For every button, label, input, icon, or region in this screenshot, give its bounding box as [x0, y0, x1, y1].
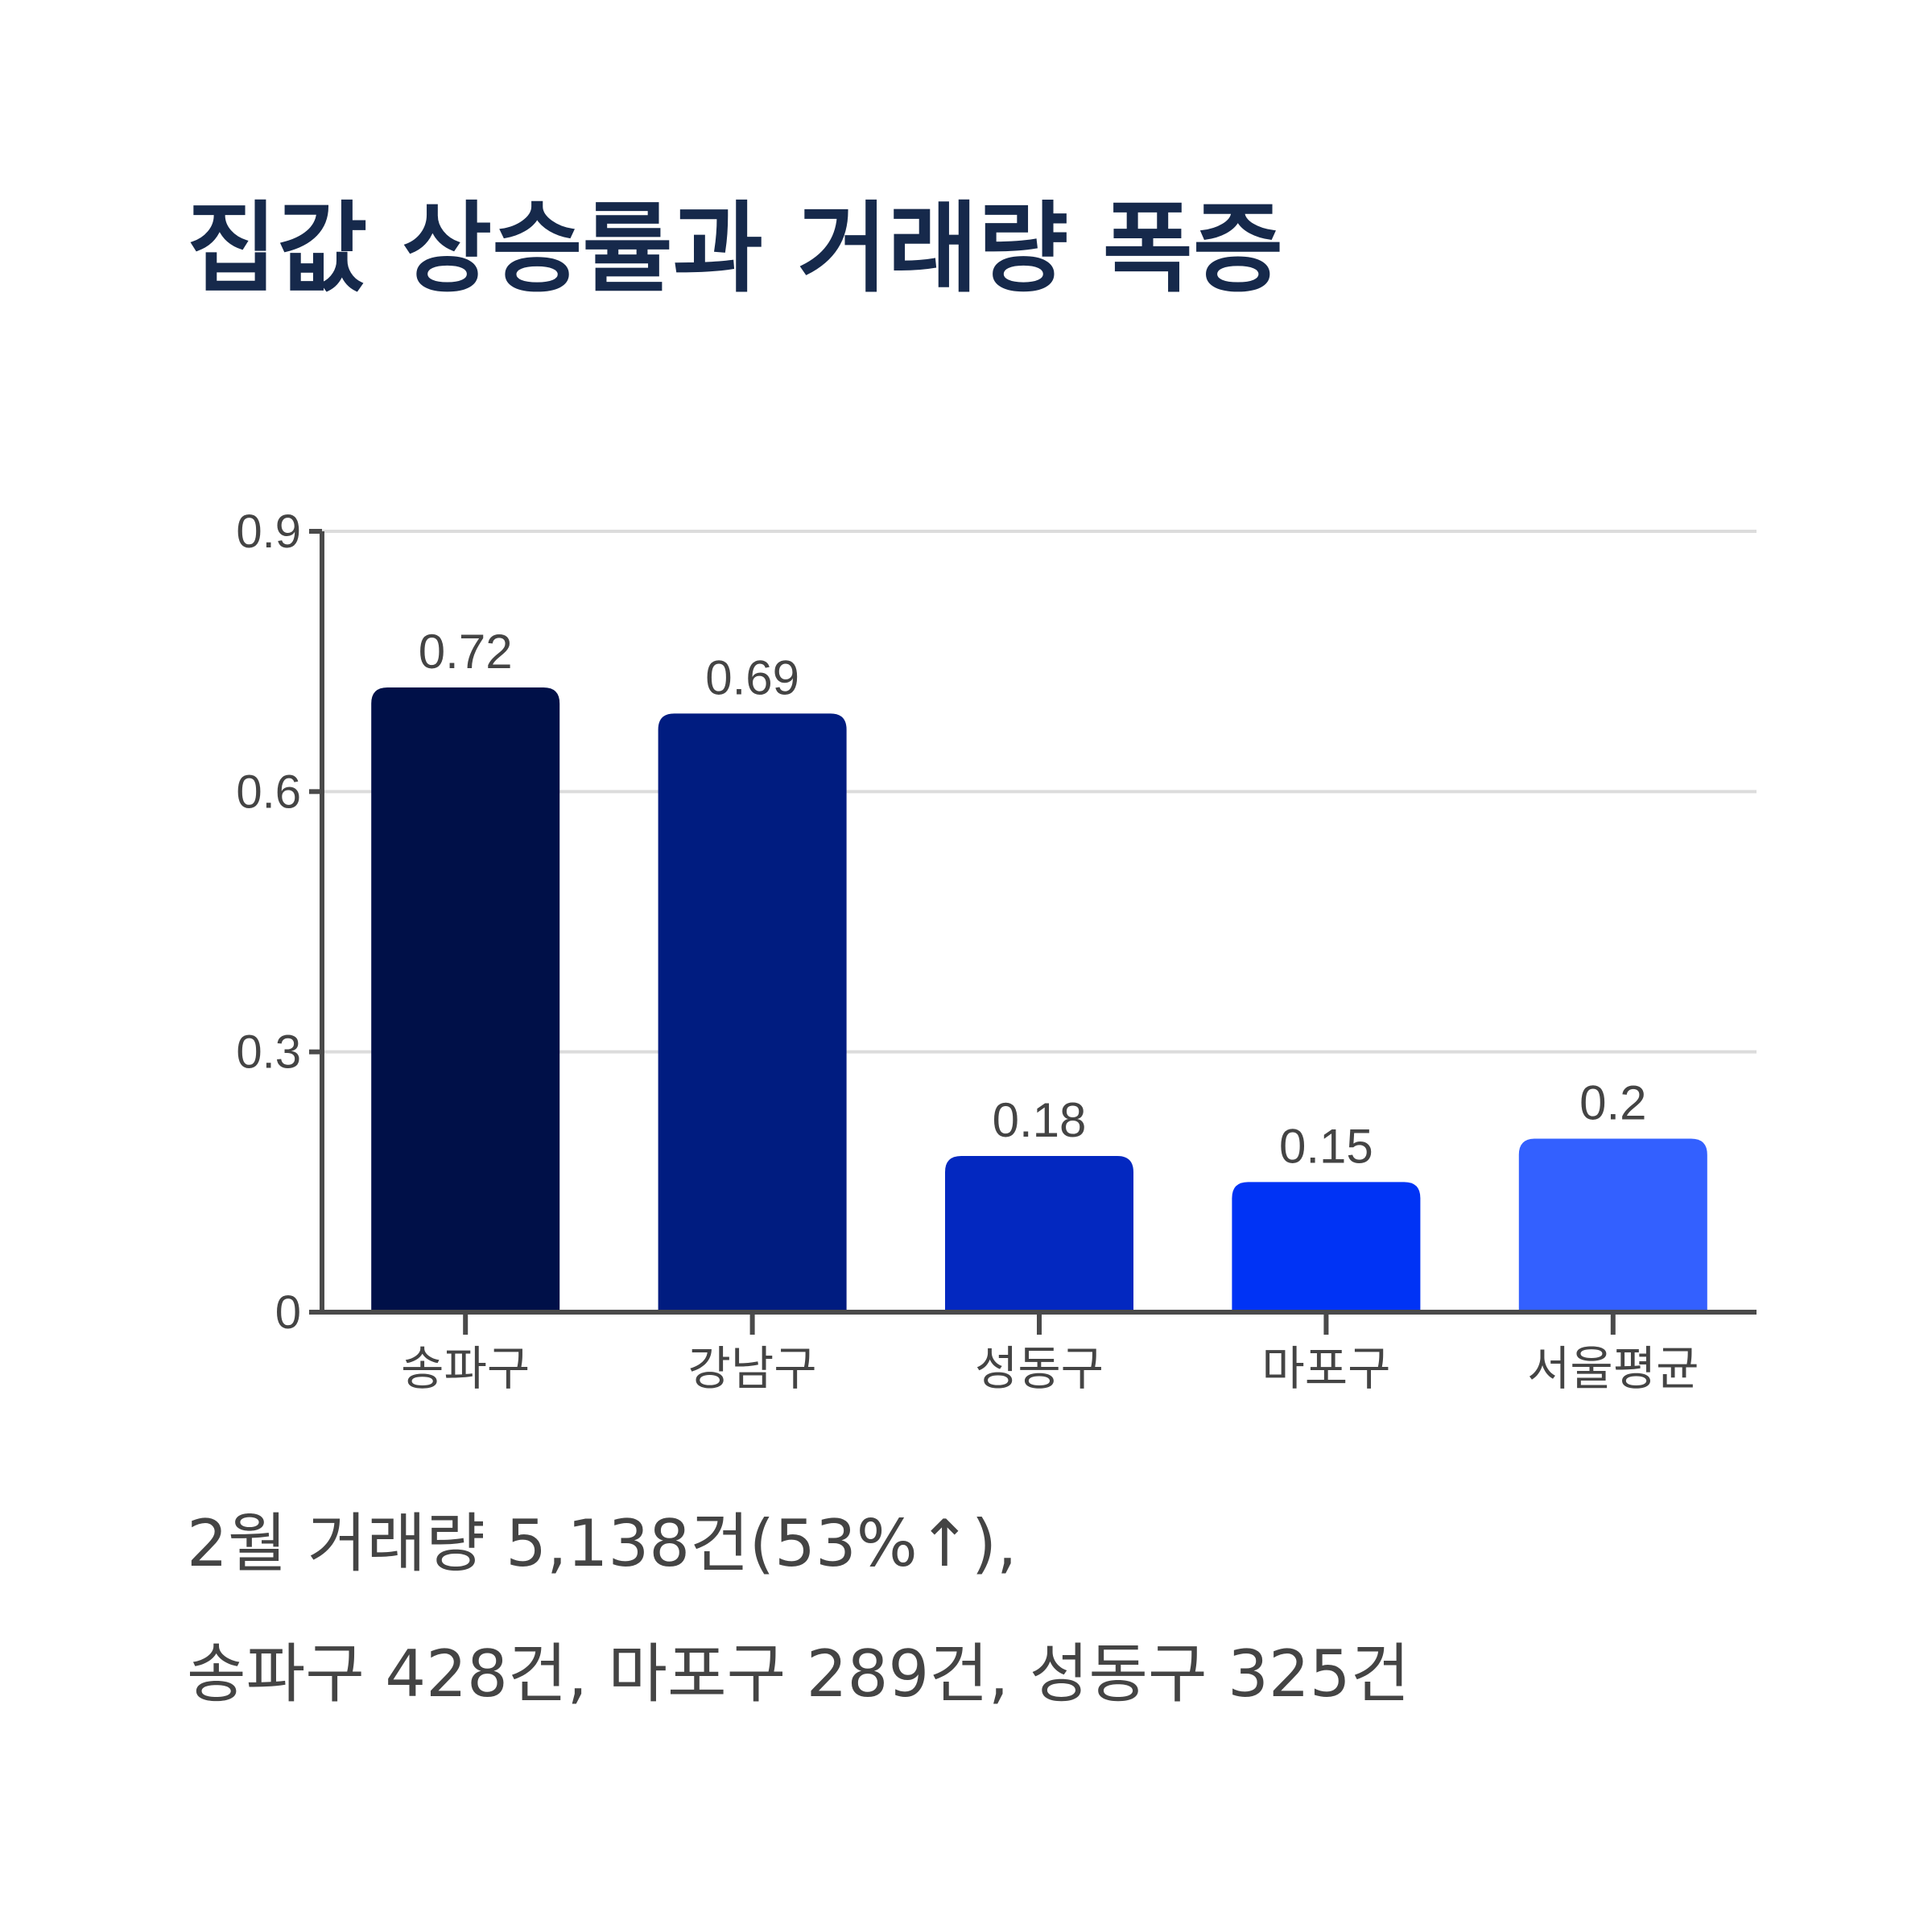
- bar-5: [1518, 1138, 1707, 1312]
- bar-3: [945, 1156, 1133, 1312]
- gridlines: [322, 530, 1757, 1054]
- data-label: 0.72: [419, 625, 513, 679]
- data-label: 0.18: [993, 1093, 1087, 1147]
- bar-4: [1232, 1182, 1421, 1312]
- data-label: 0.2: [1579, 1075, 1646, 1129]
- bars: [371, 687, 1707, 1312]
- axes: [309, 529, 1757, 1335]
- y-tick-label: 0.3: [236, 1026, 301, 1079]
- bar-2: [658, 713, 847, 1312]
- x-tick-label: 강남구: [688, 1341, 817, 1396]
- caption-line-1: 2월 거래량 5,138건(53%↑),: [187, 1506, 1018, 1581]
- caption-line-2: 송파구 428건, 마포구 289건, 성동구 325건: [187, 1637, 1410, 1711]
- y-tick-label: 0.9: [236, 506, 301, 558]
- x-tick-label: 마포구: [1261, 1341, 1390, 1396]
- x-tick-label: 송파구: [401, 1341, 530, 1396]
- data-label: 0.15: [1279, 1119, 1373, 1173]
- labels: 0 0.3 0.6 0.9 0.72 송파구 0.69 강남구 0.18 성동구 0.15 마포구 0.…: [236, 506, 1699, 1396]
- y-tick-label: 0: [275, 1286, 301, 1339]
- chart-title: 집값 상승률과 거래량 폭증: [187, 192, 1284, 306]
- x-tick-label: 성동구: [975, 1341, 1104, 1396]
- data-label: 0.69: [705, 650, 799, 704]
- x-tick-label: 서울평균: [1527, 1341, 1699, 1396]
- bar-1: [371, 687, 560, 1312]
- y-tick-label: 0.6: [236, 766, 301, 818]
